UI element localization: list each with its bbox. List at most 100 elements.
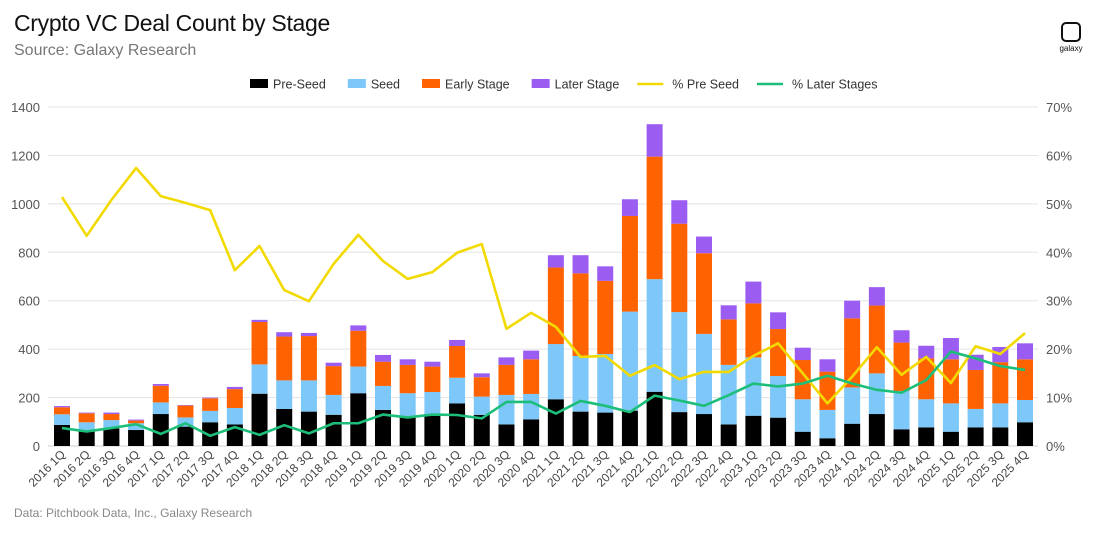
bar-seed [424,392,441,415]
bar-later-stage [523,350,540,360]
y-tick-label: 1400 [11,100,40,115]
bar-seed [473,396,490,416]
bar-early-stage [78,413,95,423]
bar-seed [646,279,663,392]
legend-later-stage-swatch [531,79,550,88]
bar-pre-seed [918,427,935,446]
bar-early-stage [621,215,638,312]
y2-tick-label: 10% [1046,391,1072,406]
bar-pre-seed [893,429,910,446]
bar-seed [251,364,268,394]
bar-seed [745,357,762,416]
bar-later-stage [646,124,663,157]
bar-pre-seed [1017,422,1033,446]
bar-early-stage [177,405,194,418]
bar-early-stage [251,322,268,365]
bar-early-stage [128,420,145,424]
bar-pre-seed [794,431,811,446]
bar-seed [893,391,910,430]
legend-early-stage-swatch [422,79,441,88]
bar-later-stage [819,359,836,372]
bar-seed [621,311,638,411]
bar-pre-seed [523,419,540,446]
y-tick-label: 800 [18,245,40,260]
bar-later-stage [375,354,391,362]
bar-later-stage [868,287,885,306]
bar-later-stage [720,305,737,320]
bar-early-stage [202,398,219,411]
bar-pre-seed [449,403,466,446]
bar-seed [942,403,959,432]
bar-later-stage [152,384,169,386]
bar-pre-seed [597,412,614,446]
bar-later-stage [844,300,861,319]
bar-seed [967,408,984,428]
bar-early-stage [770,329,787,377]
bar-pre-seed [720,424,737,446]
bar-pre-seed [177,426,194,446]
bar-pre-seed [547,399,564,446]
bar-early-stage [597,280,614,354]
bar-seed [992,403,1009,428]
bar-early-stage [893,342,910,392]
bar-pre-seed [473,415,490,446]
bar-seed [78,422,95,431]
bar-later-stage [424,361,441,367]
legend-seed-label: Seed [371,78,400,92]
bar-later-stage [226,386,243,390]
bar-later-stage [103,412,120,415]
bar-early-stage [745,303,762,358]
bar-seed [325,394,342,415]
bar-seed [375,385,391,410]
bar-seed [696,333,712,415]
bar-later-stage [498,357,515,365]
bar-early-stage [424,366,441,393]
bar-seed [671,312,688,413]
bar-early-stage [226,389,243,408]
bar-later-stage [251,319,268,323]
bar-pre-seed [621,410,638,446]
bar-later-stage [770,312,787,330]
y-tick-label: 400 [18,342,40,357]
y2-tick-label: 60% [1046,148,1072,163]
bar-later-stage [128,419,145,421]
bar-seed [498,394,515,425]
bar-pre-seed [572,411,589,446]
legend--later-stages-label: % Later Stages [792,78,877,92]
bar-seed [449,377,466,404]
bar-seed [152,402,169,415]
legend-later-stage-label: Later Stage [555,78,620,92]
bar-seed [350,366,367,394]
bar-pre-seed [276,408,293,446]
bar-later-stage [893,330,910,343]
bar-later-stage [473,373,490,378]
y2-tick-label: 30% [1046,294,1072,309]
chart-subtitle: Source: Galaxy Research [14,42,197,59]
bar-early-stage [375,361,391,386]
bar-early-stage [671,223,688,313]
y-tick-label: 200 [18,391,40,406]
bar-later-stage [325,362,342,367]
y2-tick-label: 0% [1046,439,1065,454]
bar-early-stage [152,385,169,403]
bar-pre-seed [251,393,268,446]
bar-later-stage [547,255,564,268]
bar-pre-seed [300,411,317,446]
legend-pre-seed-label: Pre-Seed [273,78,326,92]
y2-tick-label: 50% [1046,197,1072,212]
bar-later-stage [202,397,219,399]
bar-pre-seed [350,393,367,446]
bar-seed [103,420,120,429]
y2-tick-label: 20% [1046,342,1072,357]
bar-seed [300,380,317,412]
line--pre-seed [60,166,1026,405]
bar-later-stage [78,412,95,414]
bar-seed [918,399,935,428]
bar-pre-seed [399,416,416,446]
bar-seed [1017,399,1033,423]
bar-pre-seed [671,412,688,446]
bar-seed [399,393,416,417]
bar-later-stage [350,325,367,331]
bar-pre-seed [992,427,1009,446]
bar-seed [868,373,885,415]
